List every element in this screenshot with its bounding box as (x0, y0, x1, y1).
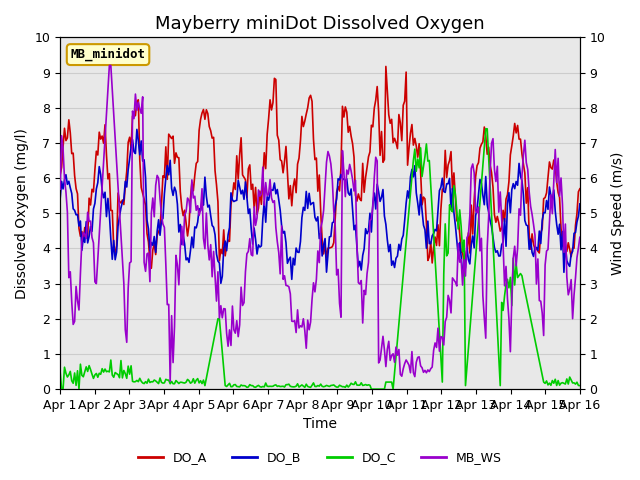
Text: MB_minidot: MB_minidot (70, 48, 145, 61)
Title: Mayberry miniDot Dissolved Oxygen: Mayberry miniDot Dissolved Oxygen (155, 15, 485, 33)
Legend: DO_A, DO_B, DO_C, MB_WS: DO_A, DO_B, DO_C, MB_WS (133, 446, 507, 469)
X-axis label: Time: Time (303, 418, 337, 432)
Y-axis label: Wind Speed (m/s): Wind Speed (m/s) (611, 152, 625, 275)
Y-axis label: Dissolved Oxygen (mg/l): Dissolved Oxygen (mg/l) (15, 128, 29, 299)
